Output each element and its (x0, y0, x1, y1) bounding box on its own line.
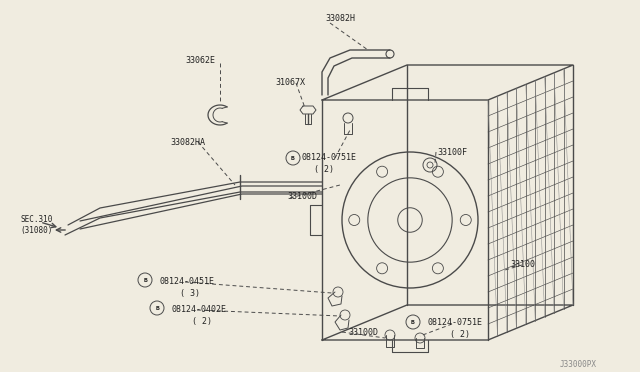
Text: 08124-0751E: 08124-0751E (428, 318, 483, 327)
Text: ( 2): ( 2) (314, 165, 334, 174)
Text: 08124-0402E: 08124-0402E (172, 305, 227, 314)
Text: ( 2): ( 2) (450, 330, 470, 339)
Text: 33100D: 33100D (287, 192, 317, 201)
Text: SEC.310: SEC.310 (20, 215, 52, 224)
Text: ( 2): ( 2) (192, 317, 212, 326)
Text: 33082HA: 33082HA (170, 138, 205, 147)
Text: (31080): (31080) (20, 226, 52, 235)
Text: B: B (143, 278, 147, 282)
Text: B: B (411, 320, 415, 324)
Text: 33100D: 33100D (348, 328, 378, 337)
Text: ( 3): ( 3) (180, 289, 200, 298)
Text: 33100F: 33100F (437, 148, 467, 157)
Text: 33062E: 33062E (185, 56, 215, 65)
Text: 08124-0751E: 08124-0751E (302, 153, 357, 162)
Text: 08124-0451E: 08124-0451E (160, 277, 215, 286)
Text: B: B (291, 155, 295, 160)
Text: B: B (155, 305, 159, 311)
Text: J33000PX: J33000PX (560, 360, 597, 369)
Text: 33100: 33100 (510, 260, 535, 269)
Text: 33082H: 33082H (325, 14, 355, 23)
Text: 31067X: 31067X (275, 78, 305, 87)
